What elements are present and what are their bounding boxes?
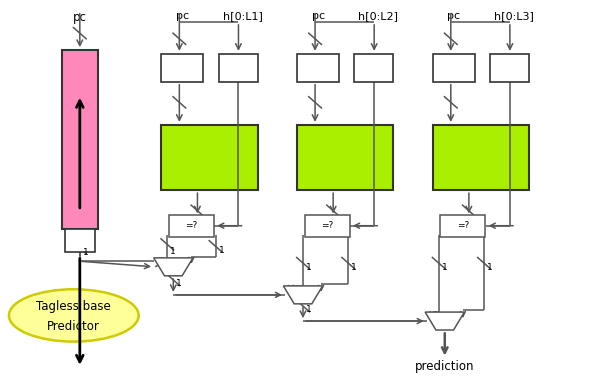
Text: pc: pc (73, 11, 87, 24)
Text: =?: =? (457, 221, 469, 230)
Bar (440, 215, 485, 237)
Text: h[0:L1]: h[0:L1] (223, 11, 262, 21)
Text: 1: 1 (176, 279, 182, 288)
Text: prediction: prediction (415, 360, 474, 373)
Polygon shape (425, 312, 464, 330)
Bar (297, 125, 393, 190)
Text: 1: 1 (306, 305, 311, 314)
Bar (62, 50, 98, 229)
Text: 1: 1 (219, 246, 224, 255)
Text: =?: =? (321, 221, 333, 230)
Text: 1: 1 (306, 263, 311, 272)
Polygon shape (284, 286, 322, 304)
Bar (433, 125, 529, 190)
Text: Predictor: Predictor (47, 320, 100, 333)
Bar (169, 215, 214, 237)
Text: h[0:L3]: h[0:L3] (494, 11, 534, 21)
Text: Tagless base: Tagless base (36, 300, 111, 313)
Text: 1: 1 (83, 248, 88, 257)
Text: 1: 1 (487, 263, 493, 272)
Text: 1: 1 (442, 263, 447, 272)
Text: =?: =? (185, 221, 198, 230)
Bar (433, 54, 475, 82)
Ellipse shape (9, 289, 139, 342)
Bar (219, 54, 258, 82)
Text: pc: pc (176, 11, 189, 21)
Bar (161, 54, 204, 82)
Bar (161, 125, 258, 190)
Text: pc: pc (447, 11, 461, 21)
Text: pc: pc (311, 11, 325, 21)
Bar (355, 54, 393, 82)
Text: 1: 1 (351, 263, 357, 272)
Text: 1: 1 (170, 248, 176, 257)
Bar (297, 54, 339, 82)
Text: h[0:L2]: h[0:L2] (358, 11, 398, 21)
Polygon shape (154, 258, 193, 276)
Bar (65, 229, 95, 252)
Bar (490, 54, 529, 82)
Bar (304, 215, 350, 237)
